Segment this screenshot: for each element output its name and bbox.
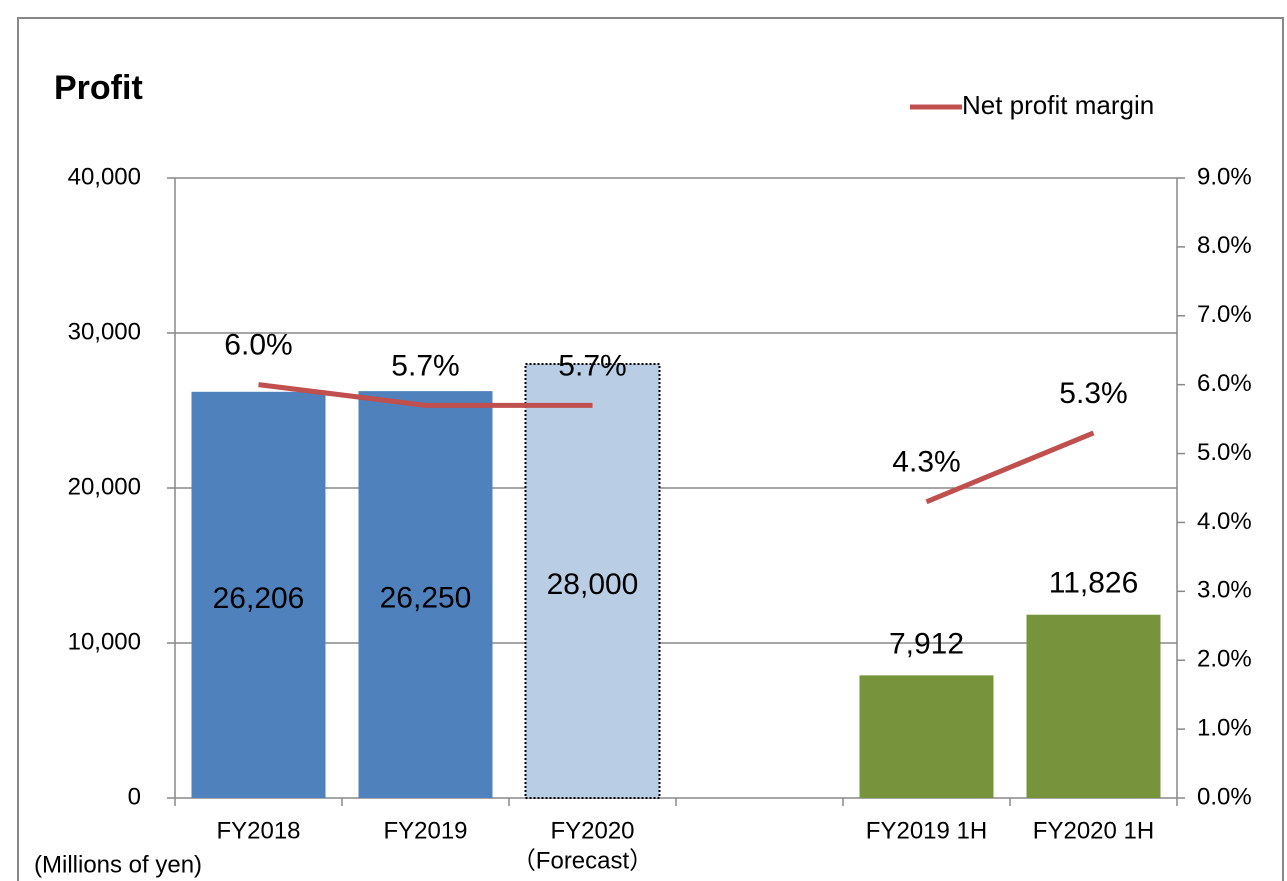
data-label: 5.7% <box>558 349 626 382</box>
y2-tick-label: 4.0% <box>1197 508 1252 535</box>
y2-tick-label: 1.0% <box>1197 714 1252 741</box>
frame <box>17 17 1284 881</box>
data-label: 26,206 <box>213 582 305 615</box>
line-series <box>258 382 1095 505</box>
data-label: 5.7% <box>391 349 459 382</box>
data-label: 26,250 <box>380 581 472 614</box>
y-tick-label: 0 <box>128 783 141 810</box>
legend-label: Net profit margin <box>962 90 1154 120</box>
x-tick-label: FY2019 1H <box>866 817 987 844</box>
x-tick-label: FY2020 1H <box>1033 817 1154 844</box>
axis-label: (Millions of yen) <box>34 851 202 878</box>
y2-tick-label: 8.0% <box>1197 232 1252 259</box>
y2-tick-label: 6.0% <box>1197 370 1252 397</box>
x-tick-label: FY2019 <box>383 817 467 844</box>
bar <box>1026 614 1161 798</box>
y-tick-label: 10,000 <box>68 628 141 655</box>
y2-tick-label: 7.0% <box>1197 301 1252 328</box>
data-label: 11,826 <box>1049 567 1139 600</box>
y-tick-label: 40,000 <box>68 163 141 190</box>
bar <box>358 391 493 798</box>
bar <box>191 391 326 798</box>
y-tick-label: 20,000 <box>68 473 141 500</box>
chart-title: Profit <box>54 69 143 107</box>
data-label: 7,912 <box>889 627 964 660</box>
data-label: 6.0% <box>224 329 292 362</box>
y-tick-label: 30,000 <box>68 318 141 345</box>
y2-tick-label: 0.0% <box>1197 783 1252 810</box>
data-label: 5.3% <box>1059 377 1127 410</box>
y2-tick-label: 9.0% <box>1197 163 1252 190</box>
data-label: 28,000 <box>547 568 639 601</box>
y2-tick-label: 5.0% <box>1197 439 1252 466</box>
y2-tick-label: 2.0% <box>1197 646 1252 673</box>
bar <box>859 675 994 798</box>
x-tick-label: FY2018 <box>216 817 300 844</box>
x-tick-label: FY2020 <box>550 817 634 844</box>
x-tick-sublabel: （Forecast） <box>512 847 653 874</box>
bar <box>524 363 661 799</box>
data-label: 4.3% <box>892 446 960 479</box>
y2-tick-label: 3.0% <box>1197 577 1252 604</box>
